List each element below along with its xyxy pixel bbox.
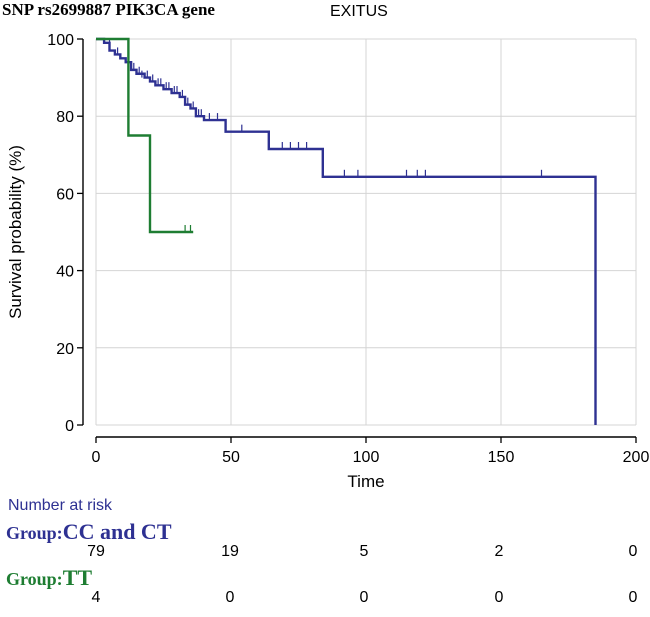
x-axis-label: Time (347, 472, 384, 491)
risk-count: 0 (628, 543, 638, 560)
risk-count: 79 (87, 543, 105, 560)
y-axis-label: Survival probability (%) (6, 145, 25, 319)
survival-curve-cc-and-ct (96, 37, 597, 425)
survival-chart: 0 20 40 60 80 100 0 50 100 150 200 Time Survival pro… (6, 32, 650, 491)
group-prefix-label: Group: (6, 569, 63, 589)
event-title: EXITUS (330, 3, 388, 20)
y-tick-label: 60 (56, 186, 74, 203)
risk-count: 0 (359, 589, 369, 606)
y-tick-label: 20 (56, 341, 74, 358)
risk-count: 2 (494, 543, 504, 560)
risk-count: 5 (359, 543, 369, 560)
group-name-tt: TT (62, 565, 93, 590)
gene-title: SNP rs2699887 PIK3CA gene (2, 0, 215, 19)
group-name-cc-ct: CC and CT (62, 519, 172, 544)
risk-count: 19 (221, 543, 239, 560)
group-prefix-label: Group: (6, 523, 63, 543)
x-tick-label: 150 (488, 449, 515, 466)
x-tick-label: 200 (623, 449, 650, 466)
risk-count: 0 (494, 589, 504, 606)
y-tick-label: 80 (56, 109, 74, 126)
risk-group-row-1-label: Group:CC and CT (6, 519, 172, 545)
x-tick-label: 100 (353, 449, 380, 466)
y-tick-label: 0 (65, 418, 74, 435)
risk-count: 0 (628, 589, 638, 606)
risk-table-heading: Number at risk (8, 497, 113, 514)
x-tick-label: 0 (92, 449, 101, 466)
risk-count: 4 (91, 589, 101, 606)
survival-curve-tt (96, 37, 194, 234)
y-tick-label: 100 (47, 32, 74, 49)
y-tick-label: 40 (56, 264, 74, 281)
risk-count: 0 (225, 589, 235, 606)
x-tick-label: 50 (222, 449, 240, 466)
risk-group-row-2-label: Group:TT (6, 565, 92, 591)
